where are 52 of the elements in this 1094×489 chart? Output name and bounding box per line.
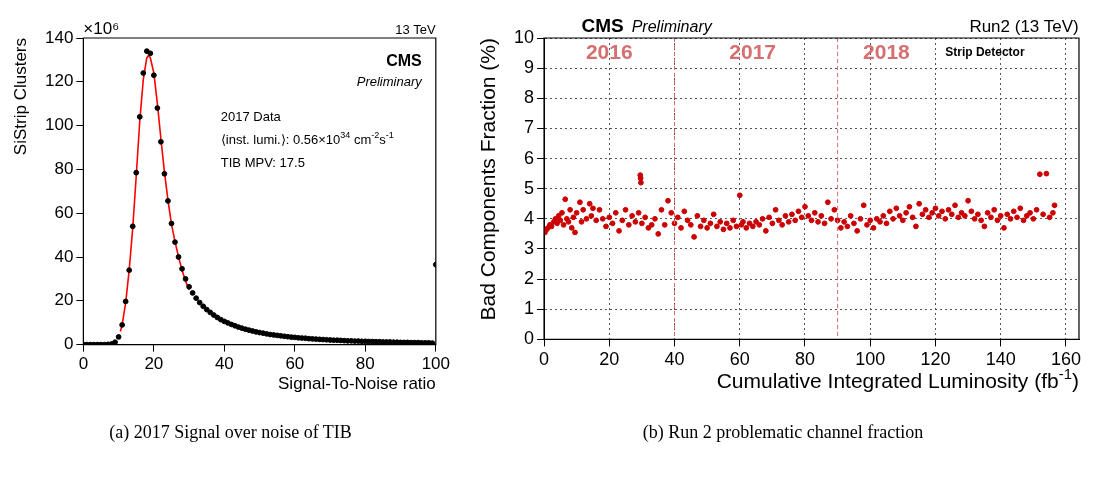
x-axis-title: Signal-To-Noise ratio (278, 373, 436, 393)
annotation: 2018 (863, 40, 911, 64)
y-tick-label: 2 (524, 268, 535, 289)
text: Preliminary (356, 73, 424, 89)
annotation: 2017 (729, 40, 777, 64)
text: CMS (386, 51, 423, 69)
y-tick-label: 0 (63, 334, 74, 354)
text: (a) 2017 Signal over noise of TIB (109, 422, 352, 443)
x-tick-label: 120 (920, 349, 951, 370)
y-tick-label: 20 (54, 290, 74, 310)
annotation: Strip Detector (945, 45, 1025, 60)
x-tick-label: 100 (421, 354, 451, 374)
x-tick-label: 0 (78, 354, 89, 374)
y-tick-label: 8 (524, 87, 535, 108)
x-tick-label: 60 (285, 354, 305, 374)
text: Run2 (13 TeV) (969, 16, 1079, 36)
annotation: 2016 (585, 40, 633, 64)
y-tick-label: 100 (44, 115, 74, 135)
y-tick-label: 40 (54, 246, 74, 266)
y-tick-label: 0 (524, 328, 535, 349)
y-tick-label: 4 (524, 207, 535, 228)
x-tick-label: 140 (985, 349, 1016, 370)
x-tick-label: 60 (729, 349, 750, 370)
y-tick-label: 6 (524, 147, 535, 168)
y-axis-title: Bad Components Fraction (%) (476, 37, 499, 321)
text: (b) Run 2 problematic channel fraction (642, 422, 924, 443)
y-tick-label: 60 (54, 202, 74, 222)
x-tick-label: 80 (355, 354, 375, 374)
text: 13 TeV (395, 22, 436, 38)
x-tick-label: 40 (664, 349, 685, 370)
y-axis-title: SiStrip Clusters (11, 38, 30, 156)
x-tick-label: 40 (214, 354, 234, 374)
annotation: TIB MPV: 17.5 (220, 154, 305, 170)
chart-title: CMS (581, 14, 624, 36)
x-tick-label: 20 (144, 354, 164, 374)
y-tick-label: 80 (54, 159, 74, 179)
x-tick-label: 80 (794, 349, 815, 370)
x-tick-label: 100 (855, 349, 886, 370)
x-tick-label: 0 (539, 349, 550, 370)
y-tick-label: 120 (44, 71, 74, 91)
x-tick-label: 160 (1050, 349, 1081, 370)
y-tick-label: 7 (524, 117, 535, 138)
chart-subtitle: Preliminary (631, 17, 713, 35)
y-tick-label: 3 (524, 237, 535, 258)
y-tick-label: 5 (524, 177, 535, 198)
y-tick-label: 1 (524, 298, 535, 319)
y-tick-label: 9 (524, 57, 535, 78)
annotation: 2017 Data (220, 108, 282, 124)
annotation: ×10⁶ (83, 19, 120, 39)
y-tick-label: 10 (513, 26, 535, 47)
y-tick-label: 140 (44, 27, 74, 47)
x-tick-label: 20 (599, 349, 620, 370)
